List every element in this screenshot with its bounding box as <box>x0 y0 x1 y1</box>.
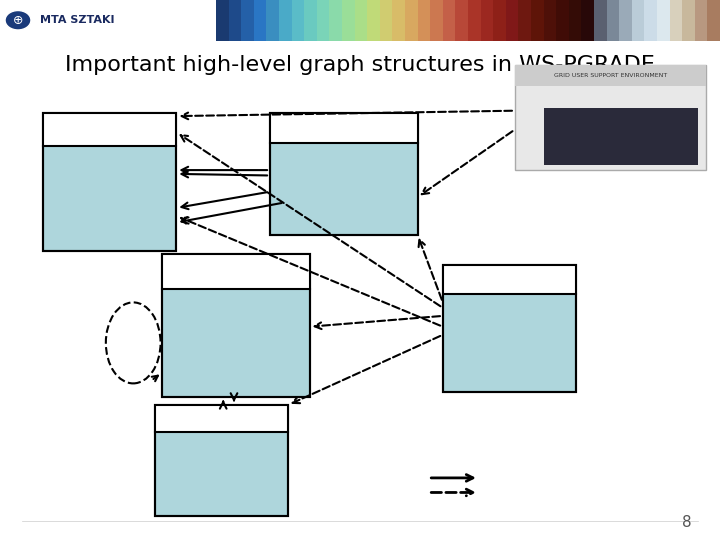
Bar <box>304 0 317 40</box>
Bar <box>505 0 518 40</box>
Bar <box>670 0 682 40</box>
Bar <box>418 0 430 40</box>
Bar <box>544 108 698 165</box>
Bar <box>392 0 405 40</box>
Bar <box>515 65 706 170</box>
Bar <box>162 254 310 397</box>
Bar <box>155 405 288 516</box>
Bar <box>443 265 576 392</box>
Bar <box>657 0 670 40</box>
Bar <box>43 113 176 251</box>
Bar <box>367 0 380 40</box>
Bar <box>155 405 288 516</box>
Bar <box>606 0 619 40</box>
Bar <box>556 0 569 40</box>
Text: Important high-level graph structures in WS-PGRADE: Important high-level graph structures in… <box>65 55 655 75</box>
Bar <box>229 0 241 40</box>
Bar <box>342 0 355 40</box>
Bar <box>707 0 720 40</box>
Bar <box>544 0 556 40</box>
Text: ⊕: ⊕ <box>13 14 23 27</box>
Bar <box>683 0 695 40</box>
Bar <box>380 0 392 40</box>
Bar <box>443 265 576 392</box>
Bar <box>216 0 229 40</box>
Bar <box>644 0 657 40</box>
Bar <box>317 0 329 40</box>
Bar <box>531 0 544 40</box>
Bar <box>443 265 576 294</box>
Bar <box>569 0 582 40</box>
Bar <box>594 0 606 40</box>
Text: MTA SZTAKI: MTA SZTAKI <box>40 15 114 25</box>
Bar <box>43 113 176 146</box>
Bar <box>581 0 594 40</box>
Bar <box>270 113 418 235</box>
Bar <box>518 0 531 40</box>
Bar <box>43 113 176 251</box>
Bar <box>270 113 418 143</box>
Bar <box>481 0 493 40</box>
Text: 8: 8 <box>682 515 691 530</box>
Bar <box>632 0 644 40</box>
Bar <box>162 254 310 289</box>
Bar <box>266 0 279 40</box>
Bar <box>270 113 418 235</box>
Bar <box>279 0 292 40</box>
Bar <box>162 254 310 397</box>
Bar <box>515 65 706 86</box>
Bar <box>619 0 632 40</box>
Bar <box>155 405 288 432</box>
Bar <box>695 0 707 40</box>
Bar <box>405 0 418 40</box>
Bar <box>443 0 455 40</box>
Bar <box>253 0 266 40</box>
Bar <box>292 0 304 40</box>
Bar <box>0 0 216 40</box>
Bar <box>329 0 342 40</box>
Bar <box>430 0 443 40</box>
Bar <box>468 0 480 40</box>
Bar <box>241 0 254 40</box>
Bar <box>455 0 468 40</box>
Circle shape <box>5 10 31 30</box>
Bar <box>354 0 367 40</box>
Bar <box>493 0 505 40</box>
Text: GRID USER SUPPORT ENVIRONMENT: GRID USER SUPPORT ENVIRONMENT <box>554 73 667 78</box>
